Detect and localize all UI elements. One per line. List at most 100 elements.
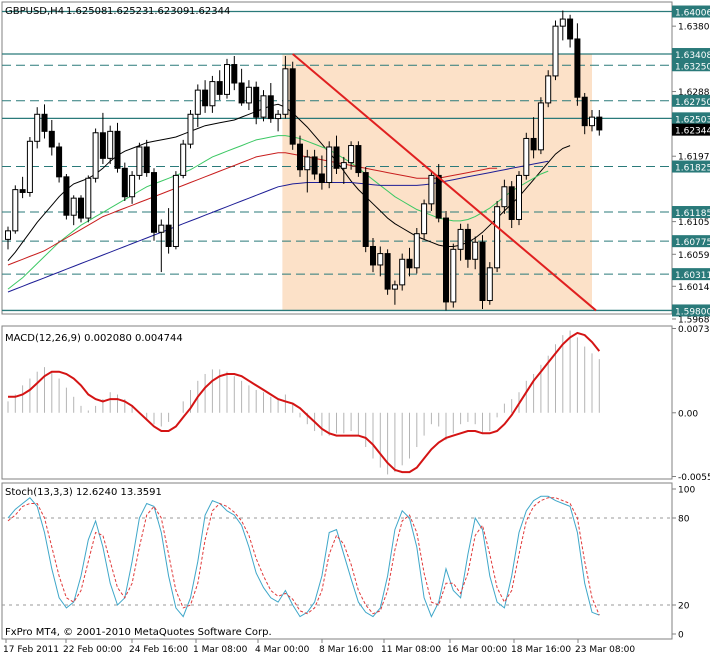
price-tick-label-6: 1.59680: [678, 315, 710, 325]
level-price-label-3: 1.62750: [675, 98, 710, 108]
time-axis: 17 Feb 2011 22 Feb 00:00 24 Feb 16:00 1 Mar…: [2, 638, 672, 655]
stoch-title: Stoch(13,3,3) 12.6240 13.3591: [5, 487, 162, 498]
candle: [311, 156, 318, 175]
candle: [567, 18, 574, 40]
current-price-box: [672, 123, 710, 136]
price-tick-label-3: 1.61050: [678, 218, 710, 228]
level-price-box-8: [672, 268, 710, 281]
ohlc-open: 1.62508: [66, 6, 107, 17]
candle: [99, 132, 106, 159]
candle: [78, 197, 84, 219]
candle: [194, 89, 201, 115]
candle: [362, 172, 369, 247]
candle: [85, 177, 92, 219]
candle: [151, 172, 157, 233]
candle: [282, 68, 289, 115]
candle: [552, 25, 559, 77]
level-price-box-0: [672, 5, 710, 18]
level-price-label-8: 1.60311: [675, 271, 710, 281]
candle: [107, 130, 114, 159]
level-price-label-7: 1.60775: [675, 238, 710, 248]
price-tick-label-1: 1.62880: [678, 88, 710, 98]
stoch-tick-label-2: 20: [678, 602, 690, 612]
candle: [530, 137, 537, 151]
candle: [129, 174, 136, 198]
candle: [479, 241, 486, 301]
candle: [486, 267, 493, 301]
candle: [121, 167, 128, 198]
candle: [245, 86, 252, 104]
candle: [370, 245, 376, 266]
level-price-label-9: 1.59800: [675, 307, 710, 317]
candle: [297, 143, 303, 171]
level-price-box-7: [672, 235, 710, 248]
level-price-label-5: 1.61825: [675, 164, 710, 174]
descending-trendline: [292, 53, 597, 312]
time-tick-label-7: 16 Mar 00:00: [447, 645, 507, 655]
level-price-label-0: 1.64006: [675, 9, 710, 19]
candle: [559, 18, 566, 27]
time-tick-label-1: 22 Feb 00:00: [63, 645, 122, 655]
time-tick-label-6: 11 Mar 08:00: [381, 645, 441, 655]
candle: [56, 146, 63, 178]
candle: [443, 217, 449, 303]
candle: [238, 82, 245, 104]
stoch-signal-line: [7, 497, 600, 616]
candle: [143, 146, 150, 174]
stoch-tick-label-1: 80: [678, 515, 690, 525]
candle: [333, 146, 340, 169]
moving-average-0: [7, 103, 571, 262]
candle: [457, 228, 464, 250]
candle: [224, 64, 230, 95]
candle: [304, 156, 311, 171]
candle: [355, 145, 362, 174]
candle: [92, 132, 99, 179]
candle: [340, 162, 347, 169]
candle: [501, 186, 508, 208]
candle: [406, 258, 413, 269]
price-panel: 1.63800 1.62880 1.61970 1.61050 1.60590 1.601…: [1, 1, 710, 325]
candle: [450, 248, 457, 303]
stoch-panel-frame: [1, 482, 673, 640]
macd-title: MACD(12,26,9) 0.002080 0.004744: [5, 333, 183, 344]
candle: [63, 176, 70, 216]
moving-average-2: [7, 152, 498, 266]
time-tick-label-3: 1 Mar 08:00: [193, 645, 248, 655]
ohlc-low: 1.62309: [148, 6, 189, 17]
candle: [581, 96, 588, 127]
candle: [187, 113, 194, 145]
moving-average-1: [7, 135, 549, 290]
candle: [464, 228, 471, 260]
candle: [435, 174, 442, 219]
candle: [384, 253, 391, 290]
candle: [172, 174, 179, 247]
candle: [391, 284, 398, 290]
level-price-box-3: [672, 94, 710, 107]
stoch-tick-label-0: 100: [678, 486, 695, 496]
candle: [5, 230, 11, 240]
stochastic-panel: 100 80 20 0: [1, 482, 695, 641]
candle: [589, 116, 595, 127]
candle: [158, 224, 165, 233]
candle: [267, 95, 274, 120]
time-tick-label-5: 8 Mar 16:00: [319, 645, 374, 655]
candle: [574, 38, 581, 98]
candle: [260, 95, 267, 118]
current-price-label: 1.62344: [675, 127, 710, 137]
copyright-footer: FxPro MT4, © 2001-2010 MetaQuotes Softwa…: [5, 627, 272, 638]
price-chart-title: GBPUSD,H4: [5, 6, 64, 17]
time-tick-label-8: 18 Mar 16:00: [511, 645, 571, 655]
macd-tick-label-2: -0.00558: [678, 473, 710, 483]
candle: [34, 113, 41, 142]
level-price-box-2: [672, 59, 710, 72]
candle: [48, 130, 55, 148]
candle: [318, 173, 325, 184]
candle: [545, 75, 552, 104]
candle: [523, 137, 530, 176]
candle: [231, 64, 238, 84]
candle: [180, 143, 187, 176]
stoch-main-line: [7, 495, 600, 618]
level-price-label-2: 1.63250: [675, 62, 710, 72]
ohlc-high: 1.62523: [107, 6, 148, 17]
macd-signal-line: [8, 331, 601, 474]
